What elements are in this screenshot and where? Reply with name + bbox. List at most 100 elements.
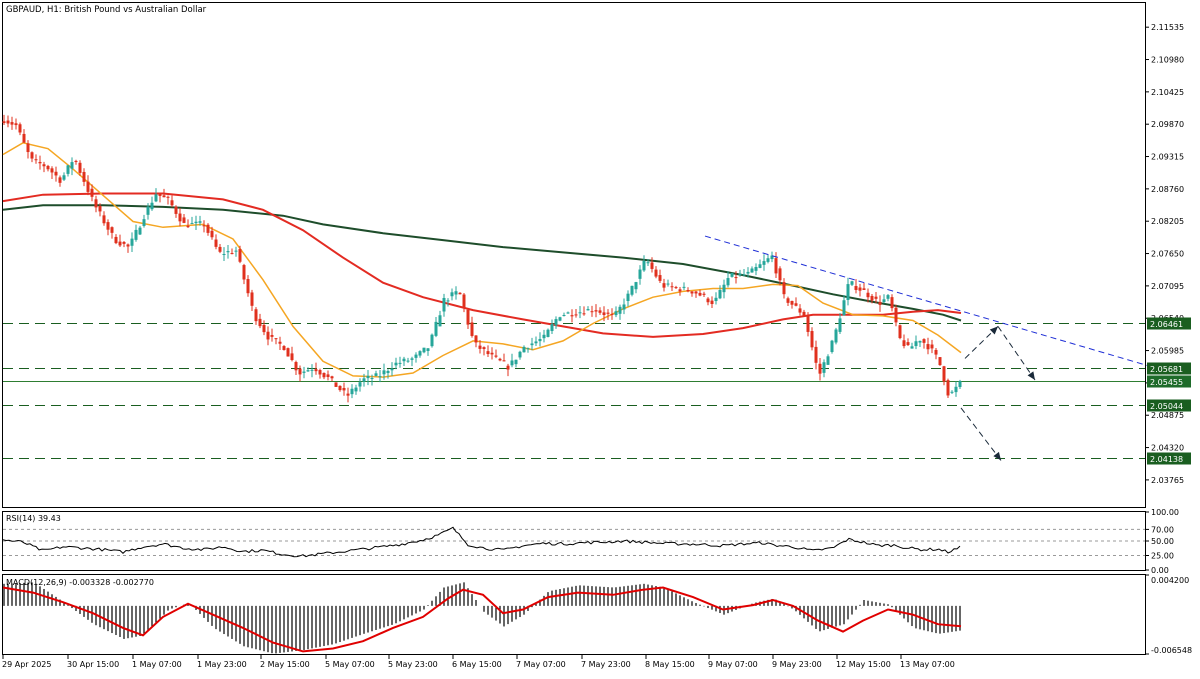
candle-body <box>694 291 698 294</box>
candle-body <box>334 382 338 387</box>
candle-body <box>182 217 186 223</box>
candle-body <box>10 122 14 125</box>
candle-body <box>706 298 710 303</box>
candle-body <box>826 356 830 365</box>
candle-body <box>822 362 826 373</box>
candle-body <box>274 338 278 340</box>
candle-body <box>330 376 334 379</box>
candle-body <box>714 297 718 302</box>
level-price-label-1: 2.05681 <box>1150 365 1183 374</box>
price-tick-label: 2.08205 <box>1151 217 1184 226</box>
level-price-label-4: 2.04138 <box>1150 455 1183 464</box>
candle-body <box>530 343 534 346</box>
candle-body <box>314 369 318 372</box>
candle-body <box>898 325 902 339</box>
ma-line-0 <box>2 142 962 378</box>
candle-body <box>870 295 874 301</box>
candle-body <box>734 277 738 279</box>
candle-body <box>178 213 182 222</box>
candle-body <box>702 293 706 295</box>
price-tick-label: 2.05985 <box>1151 347 1184 356</box>
candle-body <box>918 340 922 343</box>
candle-body <box>850 281 854 285</box>
level-price-tag-2 <box>1147 375 1191 388</box>
rsi-line <box>2 526 961 558</box>
candle-body <box>322 372 326 378</box>
candle-body <box>654 269 658 277</box>
candle-body <box>234 250 238 252</box>
level-price-tag-4 <box>1147 452 1191 465</box>
descending-trendline[interactable] <box>704 235 1154 368</box>
candle-body <box>890 297 894 309</box>
candle-body <box>82 171 86 182</box>
candle-body <box>306 370 310 372</box>
macd-panel[interactable]: MACD(12,26,9) -0.003328 -0.002770 0.0042… <box>2 574 1193 656</box>
time-tick-label: 9 May 07:00 <box>708 660 758 669</box>
macd-axis: 0.004200 -0.006548 <box>1145 574 1192 655</box>
price-panel[interactable]: GBPAUD, H1: British Pound vs Australian … <box>2 2 1154 508</box>
candle-body <box>142 219 146 226</box>
candle-body <box>478 345 482 349</box>
candle-body <box>498 358 502 361</box>
candle-body <box>342 388 346 391</box>
candle-body <box>914 341 918 347</box>
macd-label: MACD(12,26,9) -0.003328 -0.002770 <box>6 578 154 587</box>
rsi-tick-label: 70.00 <box>1151 525 1174 534</box>
chart-title: GBPAUD, H1: British Pound vs Australian … <box>6 5 207 15</box>
candle-body <box>562 315 566 317</box>
candle-body <box>90 188 94 197</box>
candle-body <box>758 264 762 268</box>
candle-body <box>418 351 422 356</box>
candle-body <box>750 268 754 273</box>
projection-line-2 <box>960 407 1002 461</box>
projection-arrowhead-2 <box>993 451 1001 461</box>
candle-body <box>122 242 126 244</box>
projection-arrowhead-0 <box>989 326 998 335</box>
projection-line-0 <box>964 326 999 359</box>
candle-body <box>406 360 410 362</box>
candle-body <box>534 341 538 344</box>
ma-line-2 <box>2 204 962 322</box>
trendline-group[interactable] <box>704 235 1154 368</box>
time-tick-label: 8 May 15:00 <box>645 660 695 669</box>
candle-body <box>218 246 222 252</box>
candle-body <box>294 362 298 371</box>
candle-body <box>846 284 850 300</box>
candle-body <box>518 351 522 358</box>
candle-body <box>230 253 234 255</box>
candle-body <box>610 313 614 315</box>
candle-body <box>154 194 158 202</box>
rsi-tick-label: 100.00 <box>1151 508 1179 517</box>
candle-body <box>22 133 26 143</box>
time-tick-label: 1 May 23:00 <box>197 660 247 669</box>
candle-body <box>754 266 758 271</box>
candle-body <box>958 381 962 388</box>
time-axis[interactable]: 29 Apr 2025 30 Apr 15:00 1 May 07:00 1 May … <box>2 655 955 669</box>
price-tick-label: 2.03765 <box>1151 476 1184 485</box>
candle-body <box>538 338 542 342</box>
candle-body <box>402 358 406 362</box>
candle-body <box>866 292 870 298</box>
level-price-label-2: 2.05455 <box>1150 378 1183 387</box>
candle-body <box>194 221 198 224</box>
candle-body <box>782 282 786 295</box>
time-tick-label: 7 May 23:00 <box>581 660 631 669</box>
candle-body <box>270 335 274 337</box>
candle-body <box>838 318 842 332</box>
candle-body <box>746 271 750 274</box>
time-tick-label: 1 May 07:00 <box>132 660 182 669</box>
candle-body <box>710 300 714 305</box>
price-axis[interactable]: 2.11535 2.10980 2.10425 2.09870 2.09315 2.087… <box>1145 23 1184 485</box>
projection-arrowhead-1 <box>1027 371 1035 380</box>
candle-body <box>422 347 426 353</box>
candle-body <box>318 370 322 375</box>
candle-body <box>326 374 330 378</box>
rsi-panel[interactable]: RSI(14) 39.43 100.00 70.00 50.00 25.00 0.00 <box>2 508 1180 575</box>
price-tick-label: 2.09870 <box>1151 120 1184 129</box>
candle-body <box>50 168 54 173</box>
candle-body <box>30 152 34 159</box>
candle-body <box>458 292 462 295</box>
candle-body <box>286 348 290 357</box>
candle-body <box>834 329 838 343</box>
